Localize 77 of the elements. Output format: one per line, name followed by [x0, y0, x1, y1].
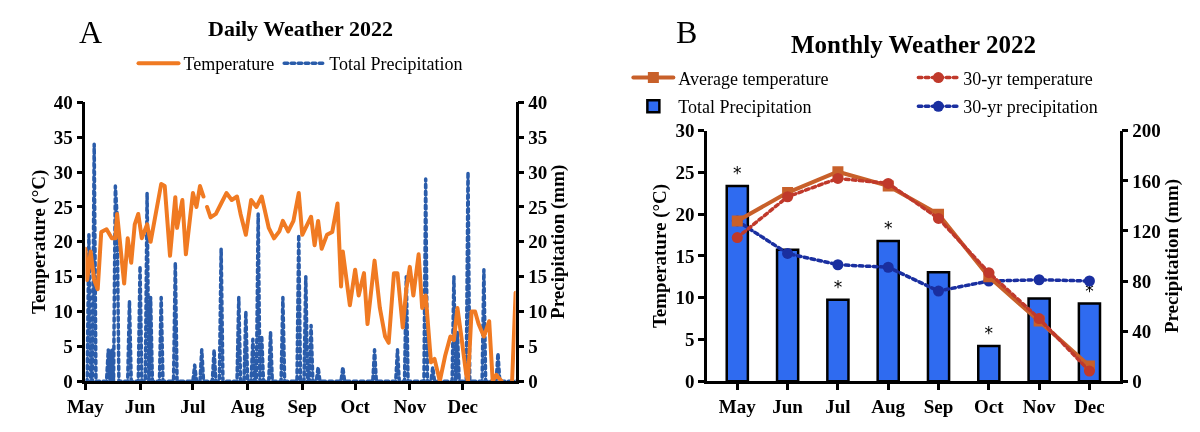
y-tick-label: 40 — [53, 92, 73, 114]
legend-label: 30-yr temperature — [963, 68, 1093, 89]
y-tick-label: 5 — [685, 329, 695, 351]
chart-title: Monthly Weather 2022 — [791, 31, 1036, 58]
y-tick-label: 35 — [53, 126, 73, 148]
point — [1083, 365, 1095, 377]
x-tick-label: Oct — [974, 395, 1005, 417]
x-tick-label: Jun — [124, 395, 156, 417]
y2-tick-label: 120 — [1132, 220, 1161, 242]
x-tick-label: Jul — [825, 395, 851, 417]
x-tick-label: Oct — [340, 395, 371, 417]
y-tick-label: 30 — [53, 161, 73, 183]
y2-tick-label: 25 — [528, 196, 548, 218]
y-tick-label: 25 — [675, 162, 695, 184]
y2-tick-label: 40 — [1132, 320, 1152, 342]
legend-label: Total Precipitation — [329, 54, 463, 75]
y2-tick-label: 30 — [528, 161, 548, 183]
y-tick-label: 25 — [53, 196, 73, 218]
point — [832, 259, 844, 271]
chart-title: Daily Weather 2022 — [208, 16, 393, 41]
point — [731, 232, 743, 244]
x-tick-label: Jul — [180, 395, 206, 417]
y2-axis-title: Precipitation (mm) — [1160, 178, 1183, 334]
x-tick-label: Jun — [772, 395, 804, 417]
data-label: * — [984, 323, 994, 344]
point — [933, 285, 945, 297]
x-tick-label: May — [66, 395, 105, 417]
y2-tick-label: 35 — [528, 126, 548, 148]
y-tick-label: 15 — [675, 245, 695, 267]
x-tick-label: Aug — [871, 395, 906, 417]
y2-tick-label: 160 — [1132, 170, 1161, 192]
y2-tick-label: 15 — [528, 266, 548, 288]
x-tick-label: Nov — [393, 395, 427, 417]
legend-label: Average temperature — [678, 68, 829, 89]
y2-tick-label: 20 — [528, 231, 548, 253]
y2-axis-title: Precipitation (mm) — [547, 164, 570, 319]
legend-label: 30-yr precipitation — [963, 97, 1098, 118]
data-label: * — [833, 276, 843, 297]
y2-tick-label: 0 — [1132, 370, 1142, 392]
text: A — [79, 14, 103, 50]
point — [832, 172, 844, 184]
y-tick-label: 10 — [53, 301, 73, 323]
data-label: * — [733, 162, 742, 183]
y2-tick-label: 5 — [528, 335, 538, 357]
y-tick-label: 15 — [53, 266, 73, 288]
x-tick-label: Nov — [1022, 395, 1056, 417]
y2-tick-label: 10 — [528, 301, 548, 323]
y-tick-label: 0 — [685, 370, 695, 392]
legend-label: Total Precipitation — [678, 97, 812, 118]
x-tick-label: Aug — [230, 395, 265, 417]
point — [933, 212, 945, 224]
y2-tick-label: 0 — [528, 370, 538, 392]
y-tick-label: 20 — [675, 203, 695, 225]
y-tick-label: 10 — [675, 287, 695, 309]
y2-tick-label: 80 — [1132, 270, 1152, 292]
text: B — [676, 14, 698, 50]
x-tick-label: Sep — [923, 395, 954, 417]
y2-tick-label: 40 — [528, 92, 548, 114]
x-tick-label: Sep — [287, 395, 318, 417]
y-axis-title: Temperature (°C) — [649, 183, 672, 329]
data-label: * — [883, 217, 893, 238]
point — [782, 247, 794, 259]
y-tick-label: 20 — [53, 231, 73, 253]
x-tick-label: Dec — [447, 395, 479, 417]
point — [1083, 275, 1095, 287]
y-axis-title: Temperature (°C) — [27, 169, 50, 314]
point — [983, 267, 995, 279]
point — [782, 191, 794, 203]
y-tick-label: 0 — [63, 370, 73, 392]
legend-label: Temperature — [183, 54, 275, 75]
point — [1033, 274, 1045, 286]
x-tick-label: Dec — [1074, 395, 1105, 417]
y-tick-label: 30 — [675, 120, 695, 142]
y-tick-label: 5 — [63, 335, 73, 357]
point — [882, 261, 894, 273]
x-tick-label: May — [718, 395, 757, 417]
y2-tick-label: 200 — [1132, 120, 1161, 142]
